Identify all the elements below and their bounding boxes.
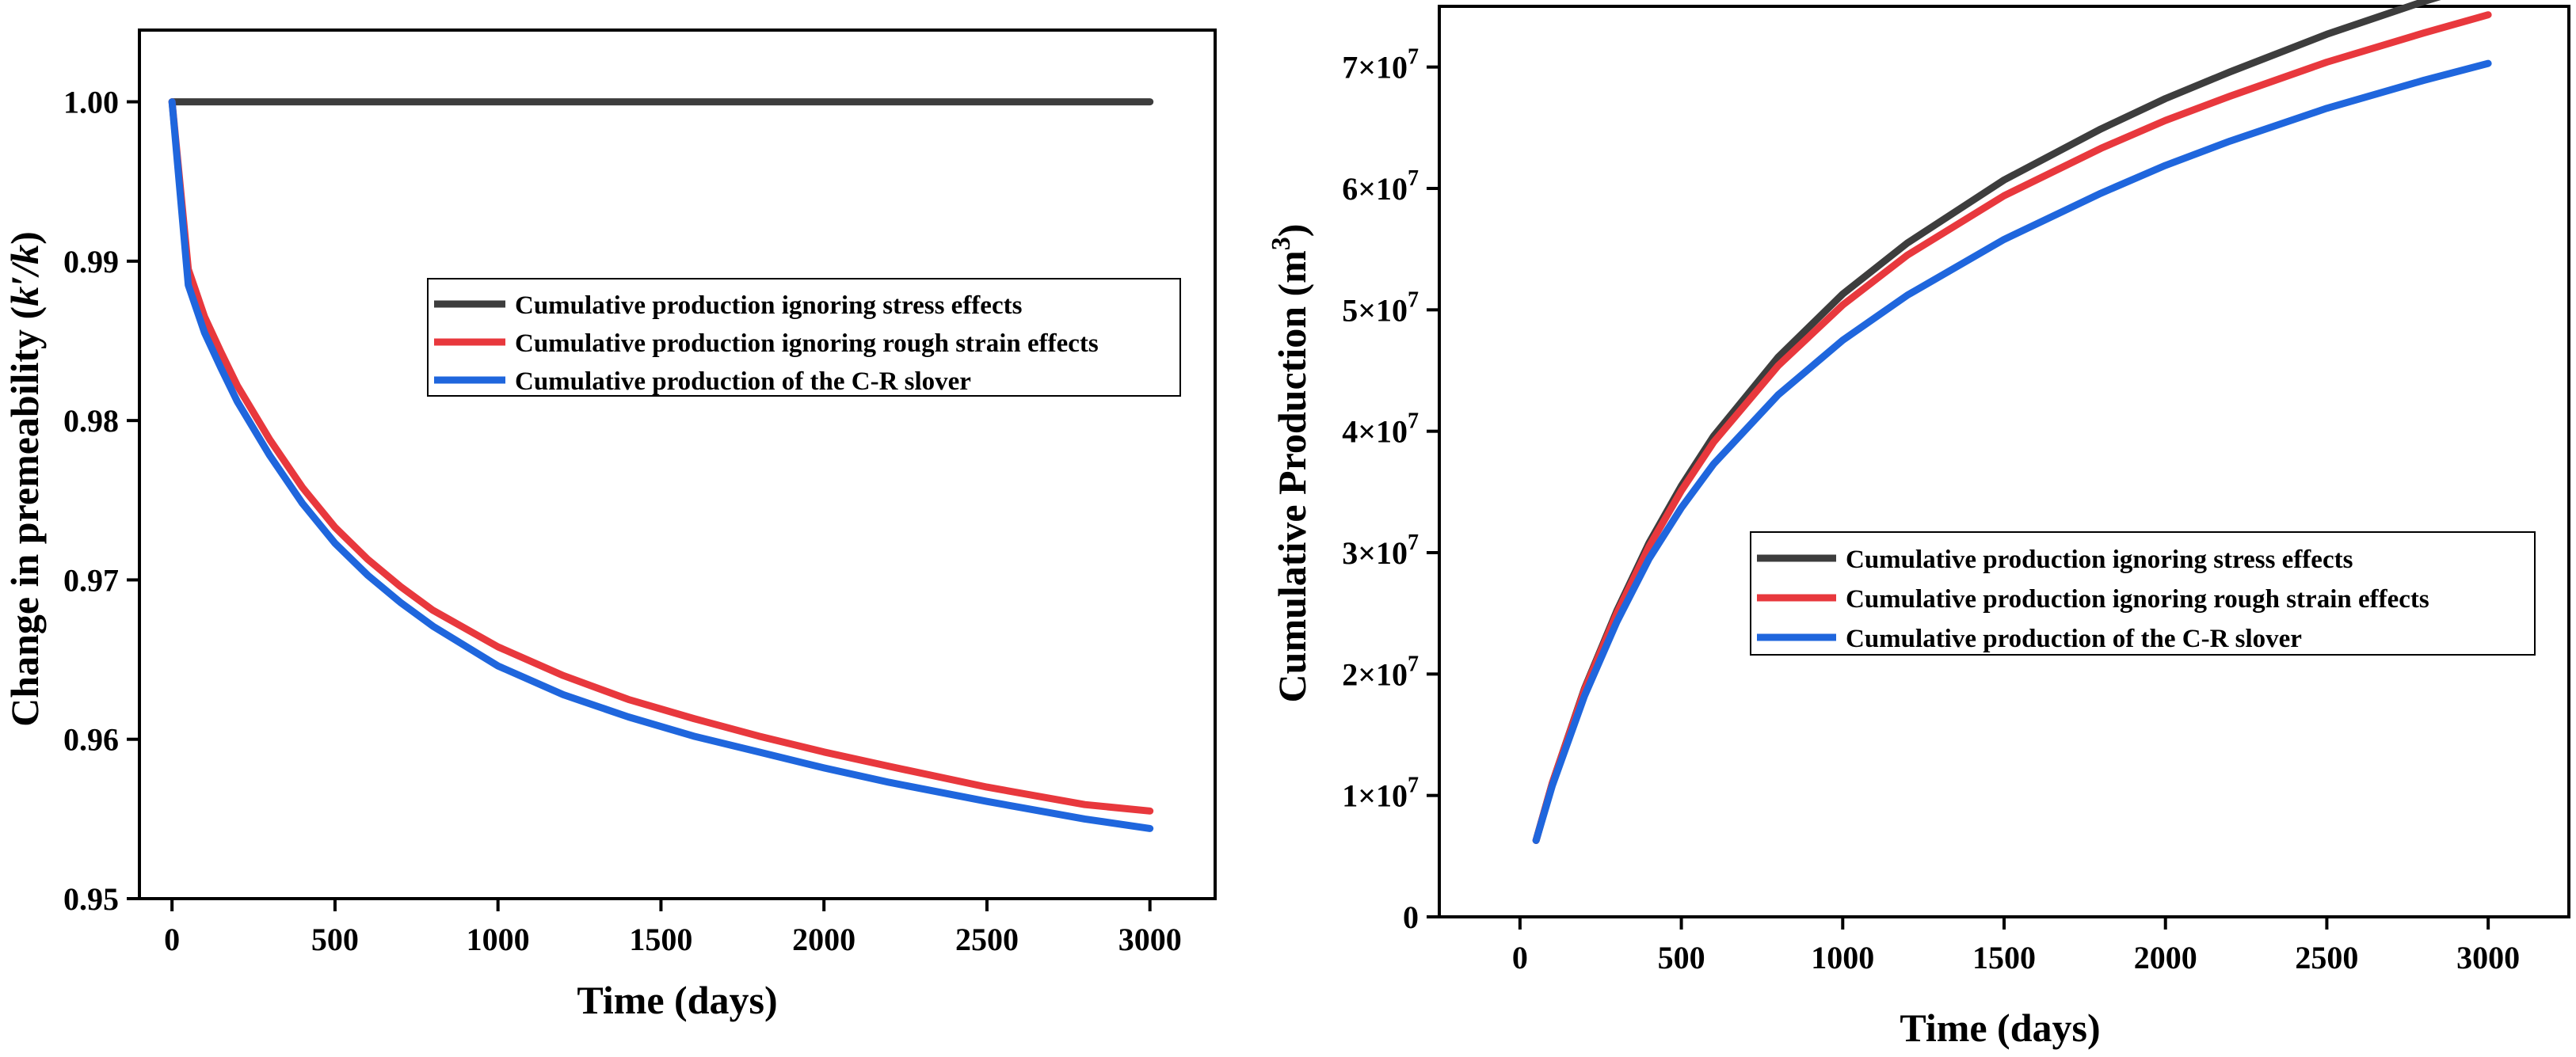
x-tick-label: 1500 bbox=[629, 922, 692, 957]
left-chart: 0 500 1000 1500 2000 2500 3000 0.95 0.96 0.97 0.98… bbox=[2, 29, 1217, 1022]
y-tick-label: 0.95 bbox=[63, 881, 119, 917]
y-tick-label: 1×107 bbox=[1342, 774, 1419, 814]
legend-label-1: Cumulative production ignoring stress ef… bbox=[1846, 546, 2353, 574]
legend: Cumulative production ignoring stress ef… bbox=[427, 278, 1181, 397]
x-tick-label: 3000 bbox=[2456, 940, 2520, 975]
plot-frame bbox=[138, 29, 1217, 900]
x-tick-label: 500 bbox=[311, 922, 359, 957]
series-line-3 bbox=[1532, 59, 2492, 844]
legend-label-2: Cumulative production ignoring rough str… bbox=[515, 329, 1099, 358]
x-tick-label: 0 bbox=[164, 922, 180, 957]
legend-box bbox=[427, 278, 1181, 397]
y-tick-label: 4×107 bbox=[1342, 409, 1419, 450]
y-tick-label: 2×107 bbox=[1342, 652, 1419, 692]
y-axis-title: Cumulative Production (m3) bbox=[1267, 224, 1314, 703]
x-axis-title: Time (days) bbox=[1900, 1006, 2100, 1050]
x-tick-label: 2500 bbox=[955, 922, 1019, 957]
x-tick-label: 1000 bbox=[467, 922, 530, 957]
x-axis-title: Time (days) bbox=[577, 978, 777, 1022]
y-tick-label: 0.96 bbox=[63, 722, 119, 758]
x-tick-label: 2000 bbox=[792, 922, 855, 957]
right-chart: 0 500 1000 1500 2000 2500 3000 0 1×107 2×107 3×107… bbox=[1267, 0, 2570, 1050]
x-tick-label: 1000 bbox=[1811, 940, 1874, 975]
y-tick-label: 0.99 bbox=[63, 244, 119, 279]
legend-label-3: Cumulative production of the C-R slover bbox=[515, 367, 971, 396]
x-tick-label: 2000 bbox=[2134, 940, 2197, 975]
legend: Cumulative production ignoring stress ef… bbox=[1750, 531, 2536, 656]
y-tick-label: 1.00 bbox=[63, 85, 119, 120]
y-tick-label: 0 bbox=[1403, 899, 1419, 935]
x-tick-label: 1500 bbox=[1972, 940, 2036, 975]
y-tick-label: 6×107 bbox=[1342, 166, 1419, 207]
legend-box bbox=[1750, 531, 2536, 656]
x-tick-label: 0 bbox=[1512, 940, 1528, 975]
legend-label-3: Cumulative production of the C-R slover bbox=[1846, 625, 2302, 653]
x-tick-label: 500 bbox=[1658, 940, 1705, 975]
y-tick-label: 3×107 bbox=[1342, 530, 1419, 571]
y-tick-label: 0.97 bbox=[63, 562, 119, 598]
legend-label-2: Cumulative production ignoring rough str… bbox=[1846, 585, 2429, 614]
x-tick-label: 3000 bbox=[1118, 922, 1182, 957]
y-tick-label: 7×107 bbox=[1342, 45, 1419, 86]
x-tick-label: 2500 bbox=[2295, 940, 2358, 975]
y-tick-label: 0.98 bbox=[63, 403, 119, 439]
series-line-3 bbox=[168, 98, 1154, 832]
legend-label-1: Cumulative production ignoring stress ef… bbox=[515, 291, 1023, 320]
series-line-2 bbox=[168, 98, 1154, 815]
y-tick-label: 5×107 bbox=[1342, 287, 1419, 328]
y-axis-title: Change in premeability (k′/k) bbox=[2, 231, 47, 727]
